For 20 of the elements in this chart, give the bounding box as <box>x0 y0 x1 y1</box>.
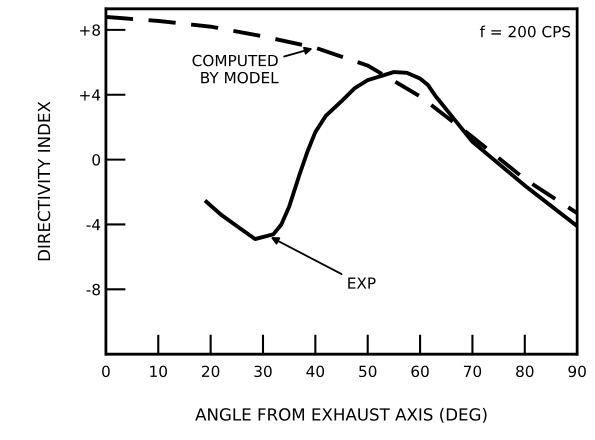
x-tick-label: 60 <box>411 366 429 378</box>
y-tick-label: -8 <box>86 284 100 296</box>
y-tick-label: 0 <box>92 154 100 166</box>
annotation: EXP <box>348 278 376 289</box>
y-tick-label: +4 <box>80 89 100 101</box>
x-tick-label: 90 <box>568 366 586 378</box>
x-tick-label: 0 <box>102 366 110 378</box>
annotation: f = 200 CPS <box>480 26 570 38</box>
x-tick-label: 30 <box>254 366 272 378</box>
x-tick-label: 50 <box>359 366 376 378</box>
x-tick-label: 10 <box>150 366 167 378</box>
y-axis-title: DIRECTIVITY INDEX <box>38 102 50 260</box>
x-tick-label: 40 <box>306 366 324 378</box>
y-tick-label: +8 <box>80 24 100 36</box>
annotation: COMPUTED BY MODEL <box>192 54 279 84</box>
x-tick-label: 70 <box>464 366 482 378</box>
x-tick-label: 20 <box>202 366 220 378</box>
x-tick-label: 80 <box>516 366 534 378</box>
x-axis-title: ANGLE FROM EXHAUST AXIS (DEG) <box>195 408 487 423</box>
y-tick-label: -4 <box>86 219 100 230</box>
